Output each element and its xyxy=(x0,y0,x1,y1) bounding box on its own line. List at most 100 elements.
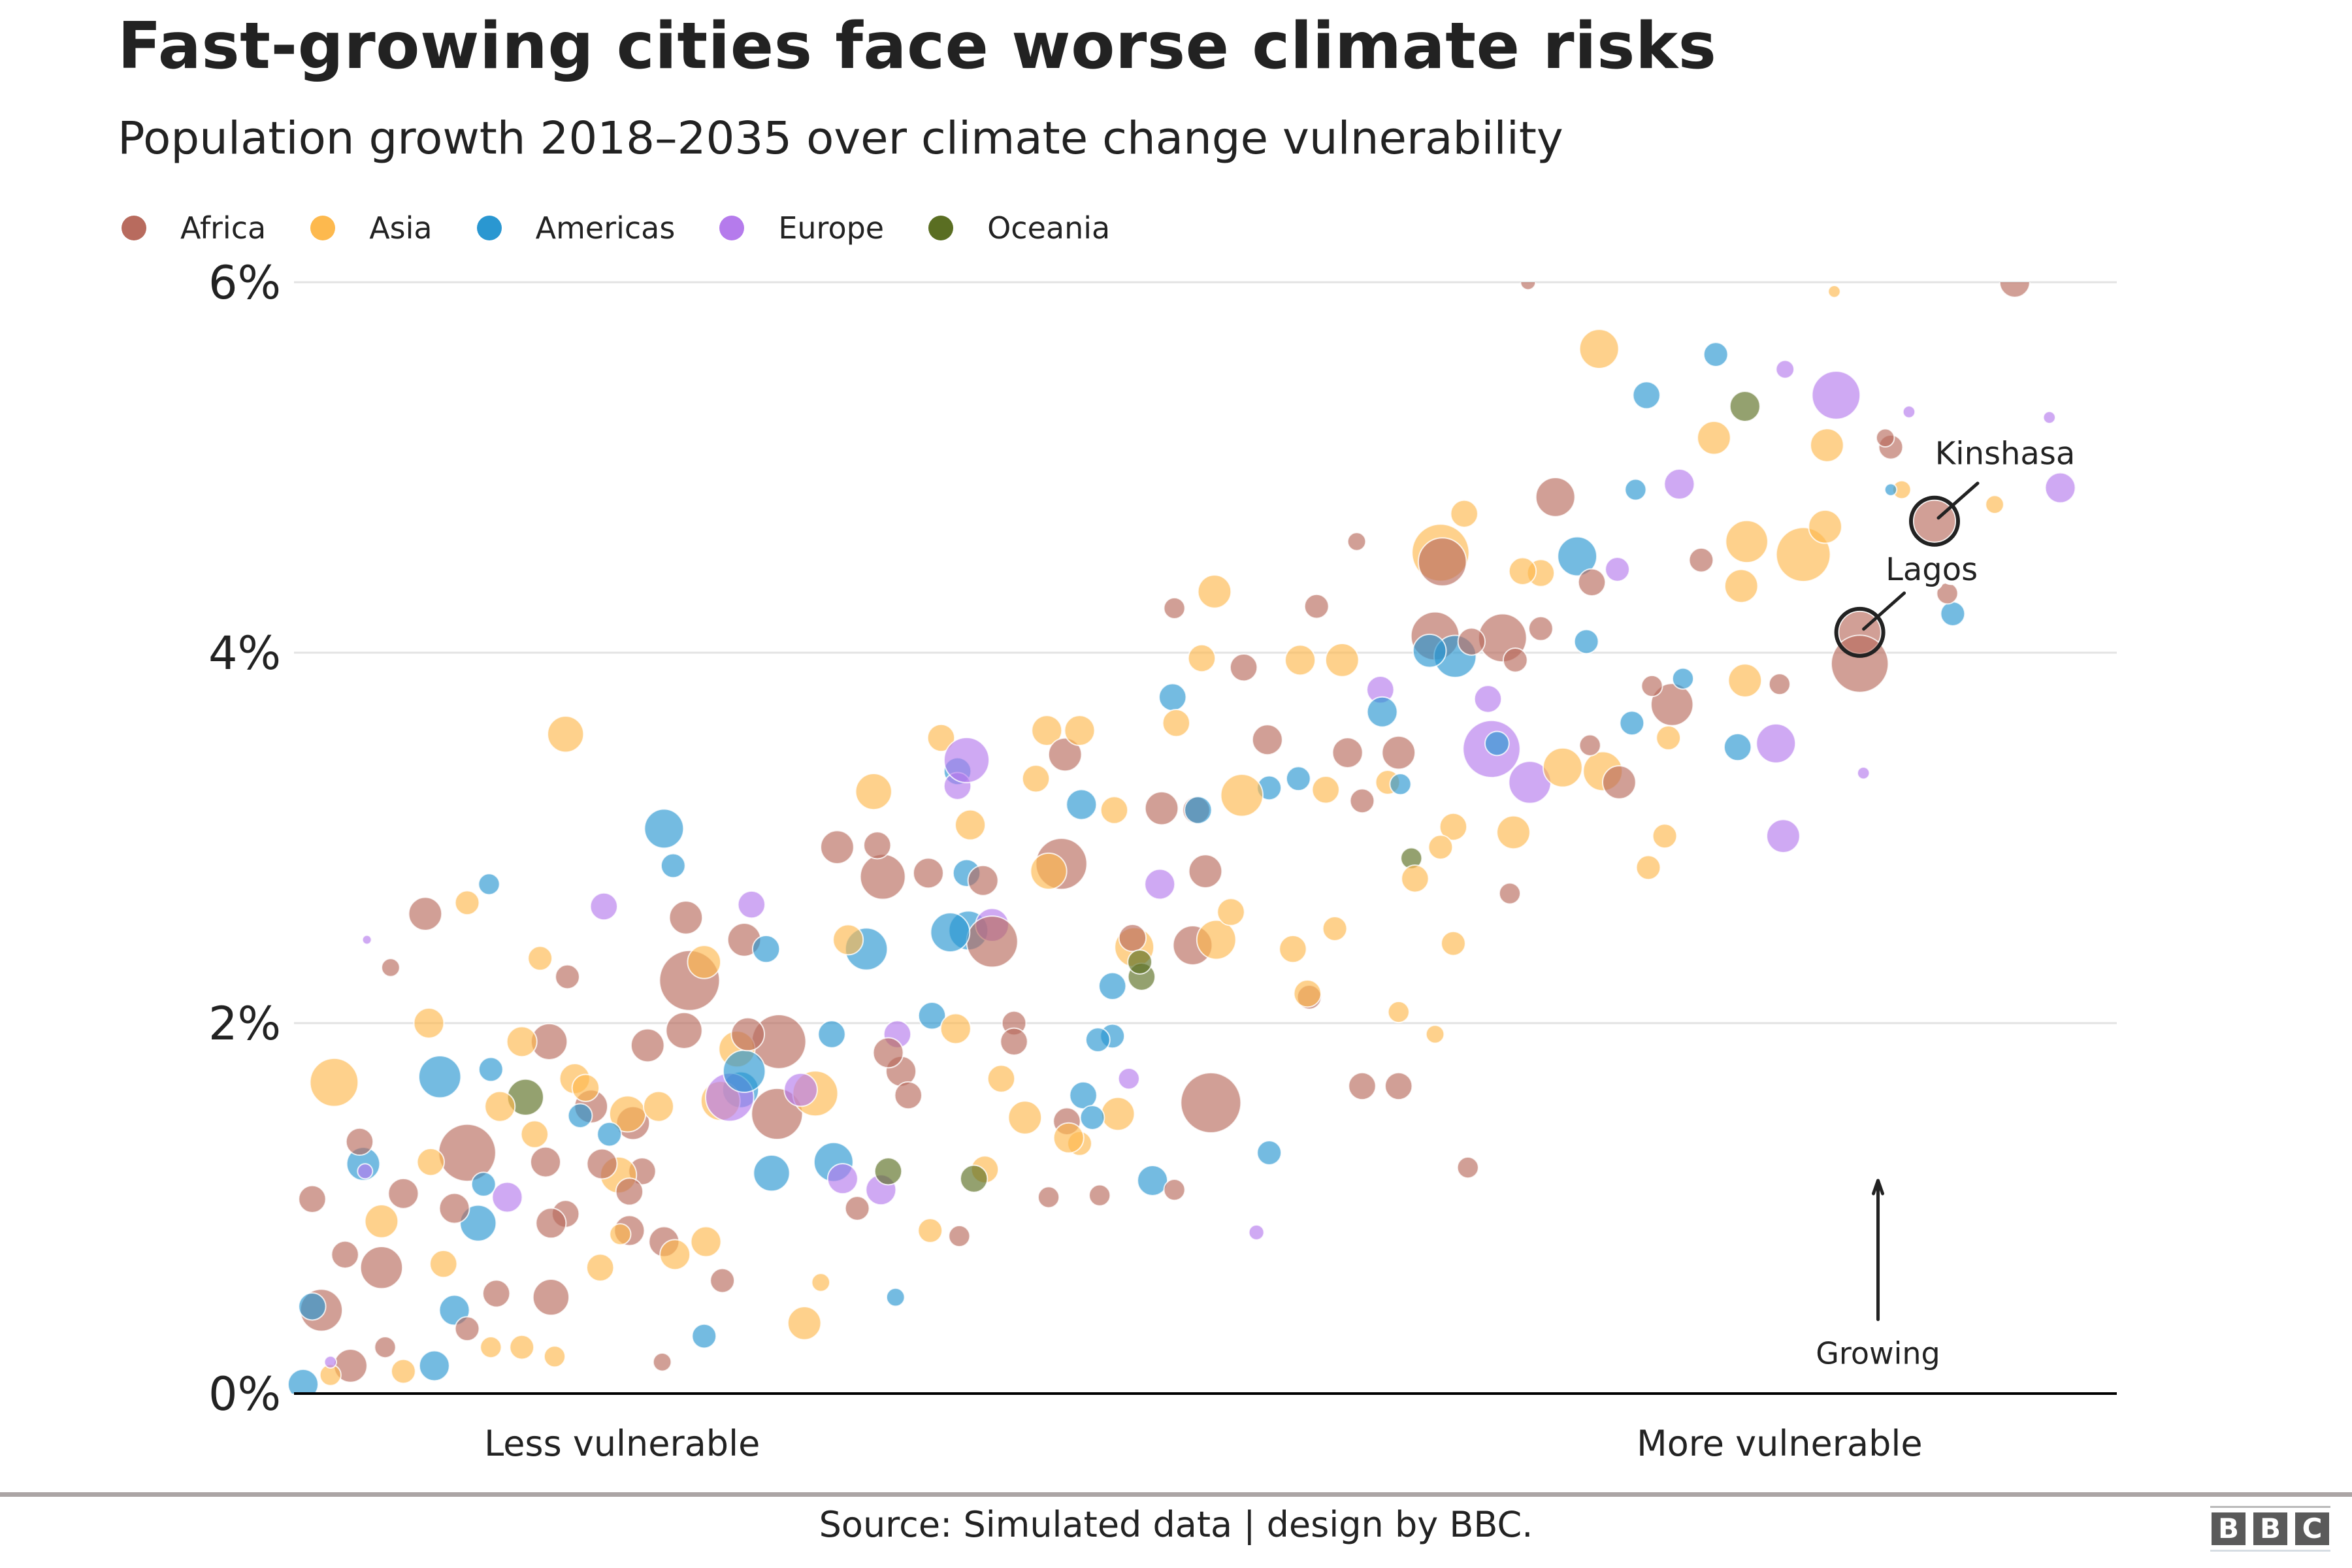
bubble-americas xyxy=(722,1049,766,1093)
bubble-africa xyxy=(668,900,704,935)
bubble-africa xyxy=(1348,1071,1377,1101)
bubble-africa xyxy=(665,1011,703,1049)
bubble-asia xyxy=(1441,930,1466,956)
legend-label: Asia xyxy=(369,210,433,246)
bubble-europe xyxy=(1117,1067,1140,1090)
bubble-asia xyxy=(1279,934,1307,964)
y-tick-label: 0% xyxy=(208,1367,281,1421)
bubble-americas xyxy=(1184,796,1213,825)
bubble-oceania xyxy=(874,1157,903,1186)
bubble-africa xyxy=(1000,1027,1028,1056)
bubble-asia xyxy=(832,924,864,956)
bubble-asia xyxy=(364,1204,399,1239)
bubble-asia xyxy=(1827,284,1841,299)
bubble-europe xyxy=(737,890,766,919)
bubble-africa xyxy=(1088,1184,1111,1207)
bubble-asia xyxy=(1197,574,1232,609)
bubble-africa xyxy=(863,831,892,860)
bubble-americas xyxy=(1573,629,1599,655)
bubble-americas xyxy=(1619,710,1645,736)
bubble-americas xyxy=(1079,1105,1105,1130)
bubble-asia xyxy=(1196,919,1237,960)
bubble-africa xyxy=(381,958,400,977)
bubble-americas xyxy=(596,1121,623,1147)
bbc-logo: B B C xyxy=(2210,1506,2330,1552)
bubble-africa xyxy=(1502,647,1528,673)
y-tick-label: 2% xyxy=(208,997,281,1051)
bubble-africa xyxy=(1303,593,1330,619)
bubble-asia xyxy=(1387,1000,1410,1024)
bubble-asia xyxy=(1810,428,1844,463)
bubble-africa xyxy=(387,1177,419,1209)
bubble-asia xyxy=(1284,644,1316,676)
bubble-africa xyxy=(615,1177,644,1206)
bubble-asia xyxy=(543,1345,566,1368)
bubble-asia xyxy=(1542,747,1583,788)
bubble-americas xyxy=(1389,773,1412,796)
bubble-africa xyxy=(454,1316,480,1342)
bubble-africa xyxy=(1251,724,1283,756)
legend-label: Africa xyxy=(180,210,267,246)
annotations: Kinshasa Lagos Growing xyxy=(1816,431,2080,1371)
kinshasa-leader-line xyxy=(1936,482,1980,520)
bubble-africa xyxy=(530,1146,562,1178)
bubble-asia xyxy=(1425,1024,1445,1044)
bubble-africa xyxy=(912,857,944,889)
legend-item-americas: Americas xyxy=(476,210,676,246)
bubble-americas xyxy=(885,1287,906,1307)
bubble-americas xyxy=(644,808,685,849)
bubble-asia xyxy=(413,1007,445,1039)
bubble-europe xyxy=(1856,766,1870,780)
bubble-africa xyxy=(1520,282,1537,291)
bubble-asia xyxy=(1725,519,1769,564)
bubble-americas xyxy=(1703,342,1729,367)
bubble-africa xyxy=(820,830,855,864)
bubble-asia xyxy=(987,1064,1016,1093)
bubble-asia xyxy=(1021,764,1051,793)
y-tick-label: 6% xyxy=(208,256,281,310)
bubble-asia xyxy=(609,1223,632,1246)
bubble-europe xyxy=(1473,685,1503,713)
footer-divider xyxy=(0,1492,2352,1497)
legend-item-oceania: Oceania xyxy=(928,210,1110,246)
bubble-africa xyxy=(1188,854,1223,889)
x-label-more-vulnerable: More vulnerable xyxy=(1637,1423,1922,1464)
legend-label: Americas xyxy=(535,210,676,246)
legend-swatch xyxy=(310,216,336,240)
bubble-europe xyxy=(357,1163,374,1180)
bubble-asia xyxy=(1031,715,1063,747)
bubble-asia xyxy=(787,1305,822,1341)
bubble-asia xyxy=(1007,1100,1043,1135)
bubbles xyxy=(287,282,2076,1394)
bubble-africa xyxy=(630,1028,665,1063)
bubble-asia xyxy=(416,1147,445,1177)
bubble-europe xyxy=(361,934,372,945)
bubble-asia xyxy=(687,945,722,979)
lagos-label: Lagos xyxy=(1886,551,1978,588)
bubble-asia xyxy=(1100,796,1129,825)
bubble-africa xyxy=(710,1267,736,1294)
arrowhead-icon xyxy=(1872,1179,1885,1196)
bubble-europe xyxy=(783,1072,818,1107)
chart-subtitle: Population growth 2018–2035 over climate… xyxy=(118,112,1563,165)
bubble-africa xyxy=(1498,882,1522,905)
bubble-africa xyxy=(586,1148,618,1180)
bubble-africa xyxy=(1384,1071,1413,1101)
bubble-americas xyxy=(1137,1164,1169,1196)
legend: Africa Asia Americas Europe Oceania xyxy=(122,210,1154,246)
bubble-africa xyxy=(1118,923,1147,953)
bubble-africa xyxy=(1688,547,1714,573)
legend-swatch xyxy=(476,216,502,240)
bubble-americas xyxy=(1671,667,1695,690)
bubble-africa xyxy=(1331,737,1364,769)
bubble-africa xyxy=(1602,765,1637,800)
bubble-asia xyxy=(1064,715,1096,747)
bubble-asia xyxy=(1030,852,1068,890)
bubble-europe xyxy=(1144,868,1176,900)
legend-item-asia: Asia xyxy=(310,210,433,246)
bubble-asia xyxy=(480,1336,502,1359)
bubble-americas xyxy=(1632,381,1661,410)
bubble-asia xyxy=(527,945,553,972)
bubble-africa xyxy=(345,1127,374,1156)
bubble-africa xyxy=(359,1246,404,1290)
